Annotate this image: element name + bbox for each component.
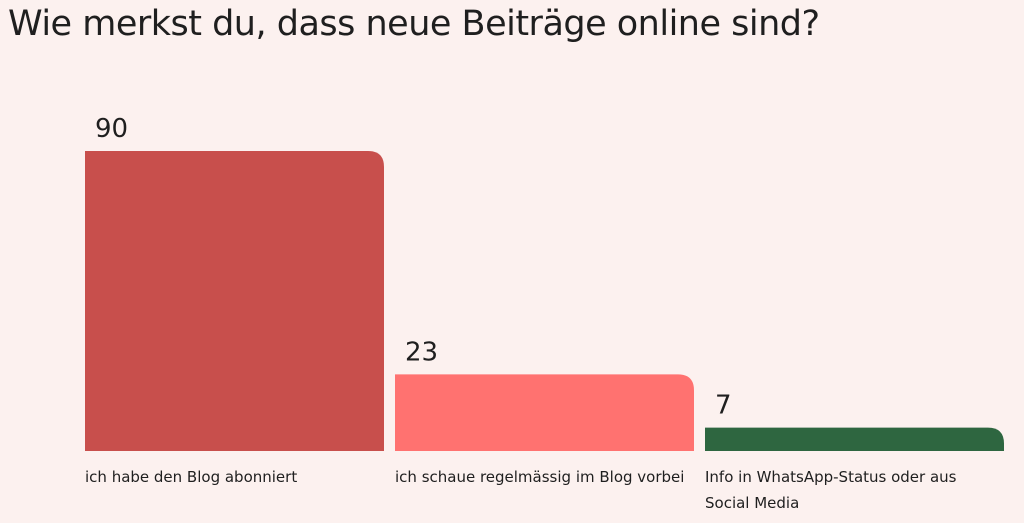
value-label-1: 90 [95,114,128,144]
category-label-1-line-1: ich habe den Blog abonniert [85,468,297,486]
category-label-2-line-1: ich schaue regelmässig im Blog vorbei [395,468,684,486]
bar-3 [705,427,1004,451]
category-label-3-line-2: Social Media [705,494,799,512]
chart-title: Wie merkst du, dass neue Beiträge online… [8,4,820,44]
value-label-2: 23 [405,337,438,367]
bar-2 [395,374,694,451]
value-label-3: 7 [715,391,732,421]
category-label-3-line-1: Info in WhatsApp-Status oder aus [705,468,957,486]
category-label-3: Info in WhatsApp-Status oder aus Social M… [705,468,957,512]
bar-1 [85,151,384,451]
category-label-1: ich habe den Blog abonniert [85,468,297,486]
category-label-2: ich schaue regelmässig im Blog vorbei [395,468,684,486]
